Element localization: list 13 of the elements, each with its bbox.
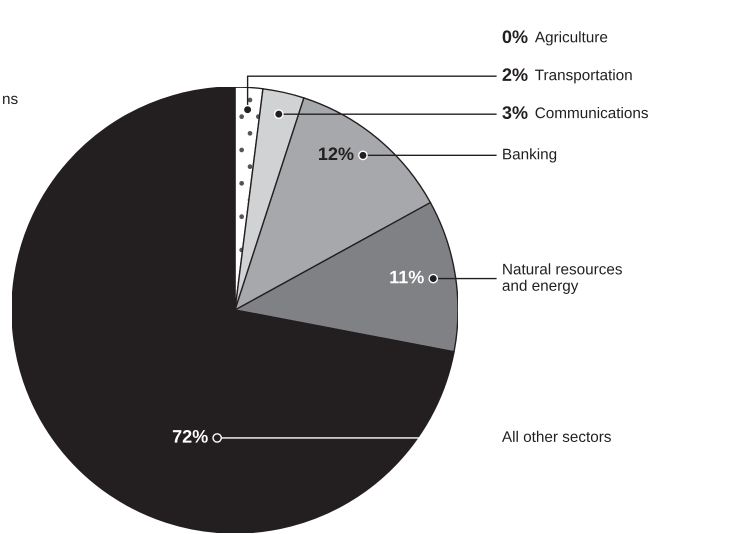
data-label: 3%	[502, 106, 528, 120]
data-label: 2%	[502, 68, 528, 82]
data-label: 12%	[319, 147, 354, 160]
slice-label: Transportation	[535, 69, 632, 84]
slice-label: All other sectors	[502, 430, 611, 442]
text: ns	[3, 96, 18, 104]
text: 0%	[502, 30, 528, 44]
slice-label: Communications	[536, 107, 648, 118]
data-label: 72%	[172, 430, 208, 443]
category-label: Agriculture	[534, 31, 608, 46]
slice-label: Natural resources and energy	[502, 263, 622, 294]
slice-label: Banking	[503, 148, 556, 162]
data-label: 11%	[390, 270, 424, 284]
